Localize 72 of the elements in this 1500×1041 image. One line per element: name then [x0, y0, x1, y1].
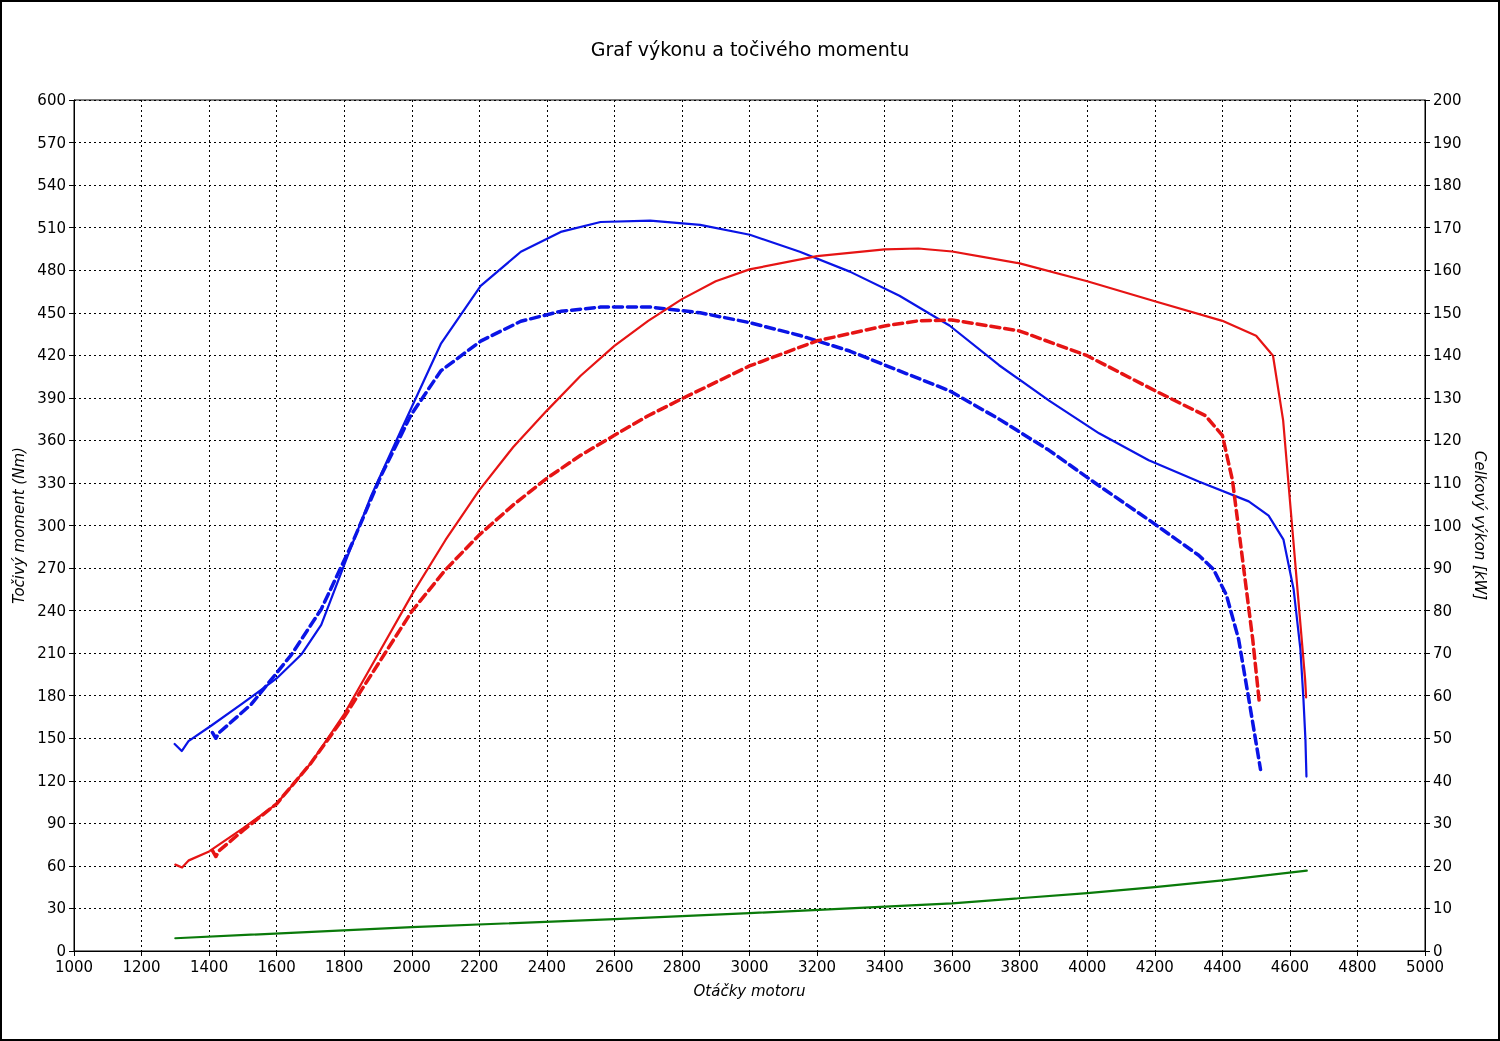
y-tick-label: 390 [37, 388, 66, 407]
x-axis-title: Otáčky motoru [693, 981, 806, 1000]
y2-tick-label: 120 [1433, 431, 1462, 450]
y2-tick-label: 50 [1433, 729, 1453, 748]
line-series [173, 219, 1308, 778]
x-tick-label: 4400 [1203, 957, 1242, 976]
x-tick-label: 4800 [1338, 957, 1377, 976]
y-tick-label: 600 [37, 91, 66, 109]
y-tick-label: 570 [37, 133, 66, 152]
y2-tick-label: 140 [1433, 346, 1462, 365]
y-tick-label: 240 [37, 601, 66, 620]
y-tick-label: 420 [37, 346, 66, 365]
y2-tick-label: 90 [1433, 559, 1453, 578]
y2-tick-label: 170 [1433, 218, 1462, 237]
x-tick-label: 3200 [797, 957, 837, 976]
y-tick-label: 540 [37, 176, 66, 195]
y2-tick-label: 10 [1433, 899, 1453, 918]
line-series [210, 305, 1263, 772]
y-tick-label: 180 [37, 686, 66, 705]
y2-tick-label: 30 [1433, 814, 1453, 833]
y2-tick-label: 180 [1433, 176, 1462, 195]
y-axis-title: Točivý moment (Nm) [9, 447, 28, 604]
x-tick-label: 4000 [1068, 957, 1107, 976]
y-tick-label: 480 [37, 261, 66, 280]
y-tick-label: 300 [37, 516, 66, 535]
y-tick-label: 510 [37, 218, 66, 237]
x-tick-label: 1400 [190, 957, 229, 976]
x-tick-label: 2200 [460, 957, 499, 976]
y2-tick-label: 60 [1433, 686, 1453, 705]
y2-tick-label: 130 [1433, 388, 1462, 407]
x-tick-label: 3000 [730, 957, 769, 976]
y2-tick-label: 0 [1433, 942, 1443, 960]
x-tick-label: 2400 [527, 957, 566, 976]
chart-title: Graf výkonu a točivého momentu [590, 37, 910, 60]
y2-tick-label: 190 [1433, 133, 1462, 152]
y2-tick-label: 110 [1433, 473, 1462, 492]
x-tick-label: 1000 [54, 957, 94, 976]
x-tick-label: 1800 [325, 957, 364, 976]
x-tick-label: 3400 [865, 957, 904, 976]
y-tick-label: 90 [46, 814, 66, 833]
y2-tick-label: 20 [1433, 856, 1453, 875]
y2-tick-label: 100 [1433, 516, 1462, 535]
y2-tick-label: 40 [1433, 771, 1453, 790]
y2-tick-label: 160 [1433, 261, 1462, 280]
x-tick-label: 2600 [595, 957, 634, 976]
y-tick-label: 120 [37, 771, 66, 790]
y-tick-label: 450 [37, 303, 66, 322]
x-tick-label: 1600 [257, 957, 296, 976]
line-series [210, 318, 1262, 859]
y-tick-label: 360 [37, 431, 66, 450]
y-tick-label: 60 [46, 856, 66, 875]
y-tick-label: 30 [46, 899, 66, 918]
x-tick-label: 2000 [392, 957, 431, 976]
x-tick-label: 3800 [1000, 957, 1039, 976]
y-tick-label: 150 [37, 729, 66, 748]
y2-axis-title: Celkový výkon [kW] [1471, 450, 1490, 601]
y2-tick-label: 70 [1433, 644, 1453, 663]
y2-tick-label: 150 [1433, 303, 1462, 322]
line-series [174, 869, 1308, 940]
x-tick-label: 3600 [933, 957, 972, 976]
y2-tick-label: 200 [1433, 91, 1462, 109]
x-tick-label: 5000 [1405, 957, 1445, 976]
y-tick-label: 330 [37, 473, 66, 492]
y-tick-label: 210 [37, 644, 66, 663]
y-tick-label: 270 [37, 559, 66, 578]
y2-tick-label: 80 [1433, 601, 1453, 620]
x-tick-label: 4200 [1135, 957, 1174, 976]
x-tick-label: 1200 [122, 957, 161, 976]
x-tick-label: 2800 [662, 957, 702, 976]
y-tick-label: 0 [56, 942, 66, 960]
line-series [174, 247, 1308, 869]
x-tick-label: 4600 [1270, 957, 1309, 976]
